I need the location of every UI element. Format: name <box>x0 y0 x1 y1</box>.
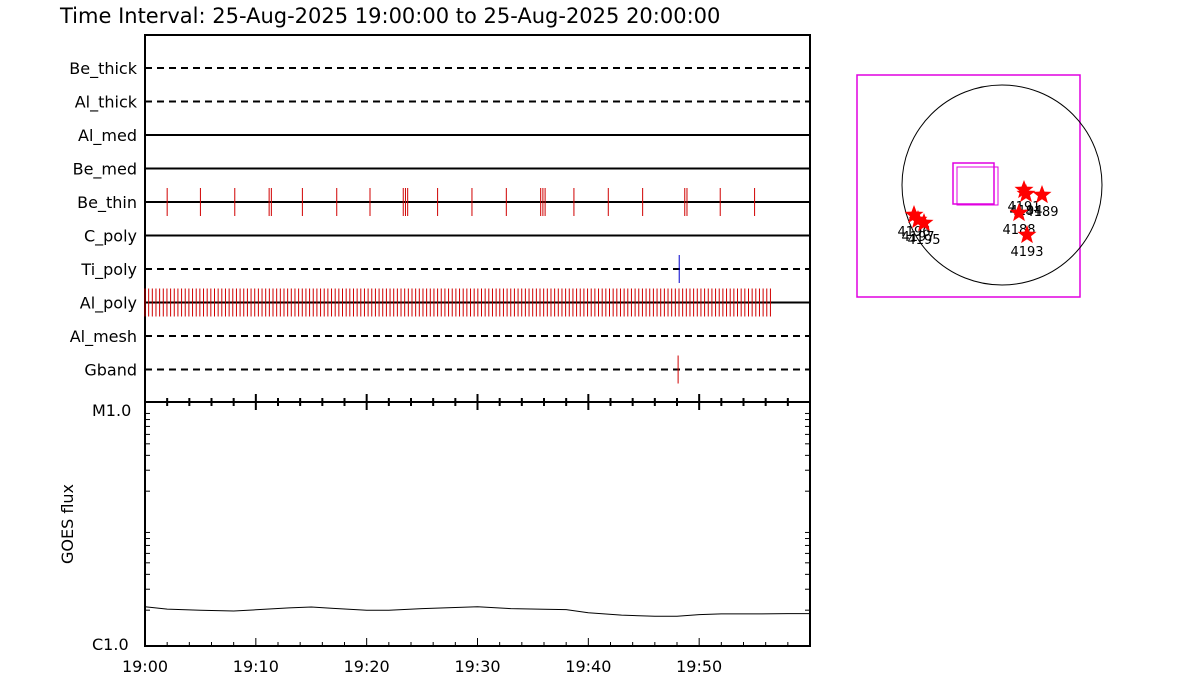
y-tick-top: M1.0 <box>92 401 131 420</box>
x-tick-label: 19:20 <box>344 657 390 676</box>
channel-label: Al_med <box>78 126 137 146</box>
channel-label: C_poly <box>84 227 137 247</box>
channel-label: Be_med <box>73 160 137 180</box>
goes-frame <box>144 401 811 647</box>
x-tick-label: 19:00 <box>122 657 168 676</box>
region-label: 4197 <box>901 230 934 245</box>
region-marker <box>914 213 934 232</box>
goes-panel: M1.0 C1.0 GOES flux 19:00 19:10 19:20 19:30… <box>58 401 811 676</box>
channel-label: Al_poly <box>80 294 137 314</box>
region-label: 4195 <box>907 233 940 248</box>
x-tick-label: 19:40 <box>565 657 611 676</box>
x-tick-label: 19:50 <box>676 657 722 676</box>
region-marker <box>1032 185 1052 204</box>
channel-label: Ti_poly <box>80 260 137 280</box>
x-tick-label: 19:10 <box>233 657 279 676</box>
fov-box-inner-2 <box>956 166 999 206</box>
solar-limb <box>901 84 1103 286</box>
timeline-panel: Be_thick Al_thick Al_med Be_med Be_thin C_pol… <box>69 34 811 410</box>
y-axis-label: GOES flux <box>58 484 77 564</box>
region-marker <box>1017 225 1037 244</box>
channel-label: Al_thick <box>75 93 138 113</box>
channel-label: Gband <box>84 361 137 380</box>
timeline-frame <box>144 34 811 403</box>
region-label: 4196 <box>897 225 930 240</box>
fov-box <box>856 74 1081 298</box>
channel-label: Be_thick <box>69 59 137 79</box>
goes-flux-line <box>144 606 810 617</box>
region-marker <box>1009 203 1029 222</box>
region-label: 4193 <box>1010 245 1043 260</box>
chart-title: Time Interval: 25-Aug-2025 19:00:00 to 2… <box>59 4 720 28</box>
y-tick-bottom: C1.0 <box>92 635 129 654</box>
channel-label: Be_thin <box>77 193 137 213</box>
fov-box-inner <box>952 162 995 205</box>
region-marker <box>1014 180 1034 199</box>
channel-label: Al_mesh <box>70 327 137 347</box>
region-marker <box>1016 184 1036 203</box>
region-label: 4189 <box>1025 205 1058 220</box>
solar-disk-map: 41914194418941884193419641974195 <box>856 74 1103 298</box>
region-marker <box>908 210 928 229</box>
x-tick-label: 19:30 <box>454 657 500 676</box>
region-marker <box>904 205 924 224</box>
